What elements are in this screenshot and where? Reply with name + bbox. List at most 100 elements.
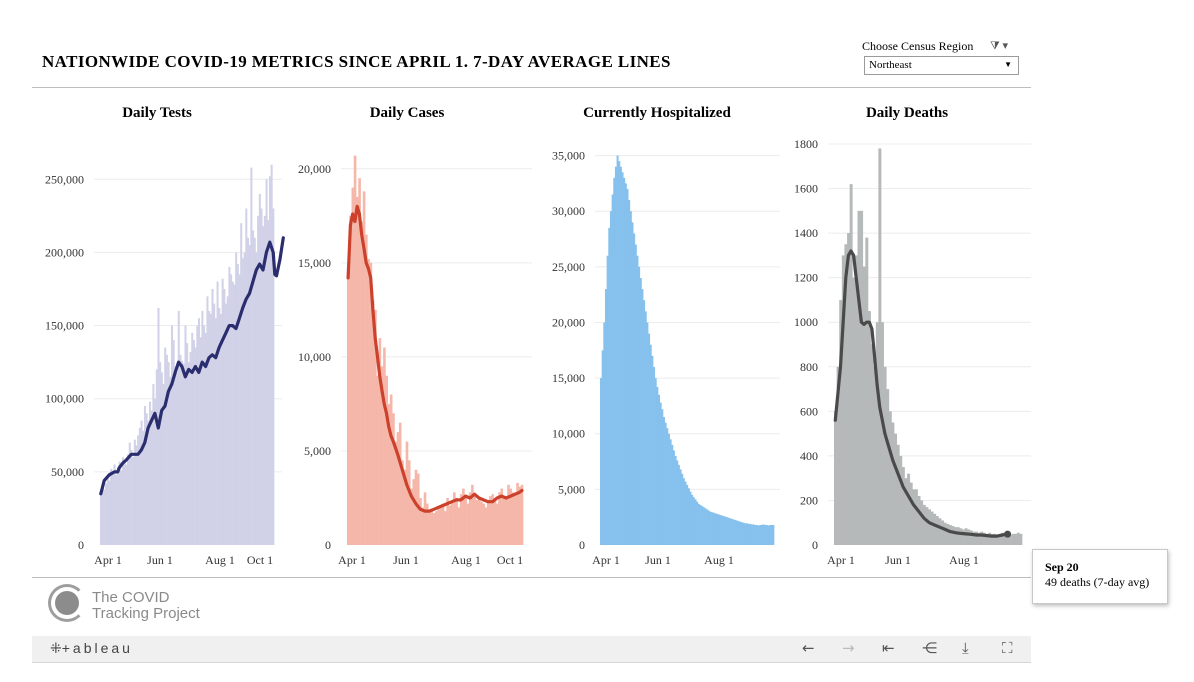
bar: [699, 504, 702, 545]
bar: [105, 483, 108, 545]
tableau-logo[interactable]: ⁜+ableau: [50, 640, 133, 657]
bar: [765, 524, 768, 545]
bar: [367, 259, 370, 545]
bar: [468, 492, 472, 545]
bar: [176, 372, 179, 545]
undo-icon[interactable]: ←: [802, 639, 815, 657]
bar: [263, 215, 266, 545]
bar: [115, 474, 118, 545]
revert-icon[interactable]: ⇤: [882, 639, 895, 657]
bar: [179, 354, 182, 545]
y-tick-label: 1800: [794, 137, 818, 151]
tableau-toolbar: ⁜+ableau ← → ⇤ ⋲ ⤓ ⛶: [32, 636, 1031, 663]
bar: [951, 526, 955, 545]
bar: [1006, 534, 1010, 545]
y-tick-label: 35,000: [552, 149, 585, 163]
bar: [961, 529, 965, 545]
bar: [621, 172, 624, 545]
bar: [137, 435, 140, 545]
bar: [181, 360, 184, 545]
bar: [638, 266, 641, 545]
bar: [662, 417, 665, 545]
bar: [389, 394, 393, 545]
download-icon[interactable]: ⤓: [962, 639, 969, 657]
bar: [656, 387, 659, 545]
bar: [213, 303, 216, 545]
bar: [199, 337, 202, 545]
bar: [959, 528, 963, 545]
bar: [769, 524, 772, 545]
bar: [649, 344, 652, 545]
bar: [113, 464, 116, 545]
bar: [236, 264, 239, 545]
bar: [128, 442, 131, 545]
bar: [518, 486, 522, 545]
bar: [706, 509, 709, 545]
bar: [154, 398, 157, 545]
y-tick-label: 0: [325, 538, 331, 552]
bar: [747, 523, 750, 545]
bar: [500, 488, 504, 545]
bar: [189, 351, 192, 545]
bar: [221, 278, 224, 545]
bar: [419, 497, 422, 545]
bar: [125, 464, 128, 545]
bar: [935, 516, 939, 545]
bar: [762, 524, 765, 545]
bar: [886, 389, 890, 545]
y-tick-label: 15,000: [552, 371, 585, 385]
bar: [441, 503, 445, 545]
bar: [739, 521, 742, 545]
bar: [464, 496, 467, 545]
bar: [362, 191, 366, 545]
x-tick-label: Aug 1: [205, 553, 235, 567]
bar: [1014, 533, 1018, 545]
bar: [982, 532, 986, 545]
bar: [511, 492, 515, 545]
bar: [498, 492, 501, 545]
bar: [857, 210, 861, 545]
bar: [228, 267, 231, 545]
bar: [428, 511, 431, 545]
bar: [993, 533, 997, 545]
bar: [507, 484, 510, 545]
y-tick-label: 25,000: [552, 260, 585, 274]
bar: [135, 445, 138, 545]
bar: [466, 503, 470, 545]
bar: [990, 533, 994, 545]
bar: [606, 255, 609, 545]
bar: [946, 523, 950, 545]
bar: [930, 511, 934, 545]
bar: [358, 178, 361, 545]
bar: [634, 244, 637, 545]
bar: [164, 347, 167, 545]
bar: [267, 220, 270, 545]
x-tick-label: Aug 1: [451, 553, 481, 567]
bar: [123, 460, 126, 545]
bar: [116, 467, 119, 545]
logo-line1: The COVID: [92, 589, 170, 606]
bar: [643, 300, 646, 545]
bar: [219, 313, 222, 545]
bar: [142, 430, 145, 545]
bar: [967, 529, 971, 545]
bar: [444, 511, 447, 545]
bar: [218, 308, 221, 545]
bar: [760, 524, 763, 545]
bar: [995, 534, 999, 545]
bar: [398, 422, 402, 545]
bar: [262, 226, 265, 545]
bar: [1003, 533, 1007, 545]
bar: [192, 340, 195, 545]
bar: [174, 366, 177, 545]
share-icon[interactable]: ⋲: [922, 639, 937, 657]
census-region-select[interactable]: Northeast ▼: [864, 56, 1019, 75]
bar: [691, 494, 694, 545]
fullscreen-icon[interactable]: ⛶: [1002, 639, 1013, 657]
clear-filter-icon[interactable]: ⧩ ▾: [990, 40, 1009, 52]
redo-icon[interactable]: →: [842, 639, 855, 657]
y-tick-label: 20,000: [298, 162, 331, 176]
x-tick-label: Jun 1: [645, 553, 671, 567]
bar: [941, 520, 945, 545]
bar: [661, 409, 664, 545]
